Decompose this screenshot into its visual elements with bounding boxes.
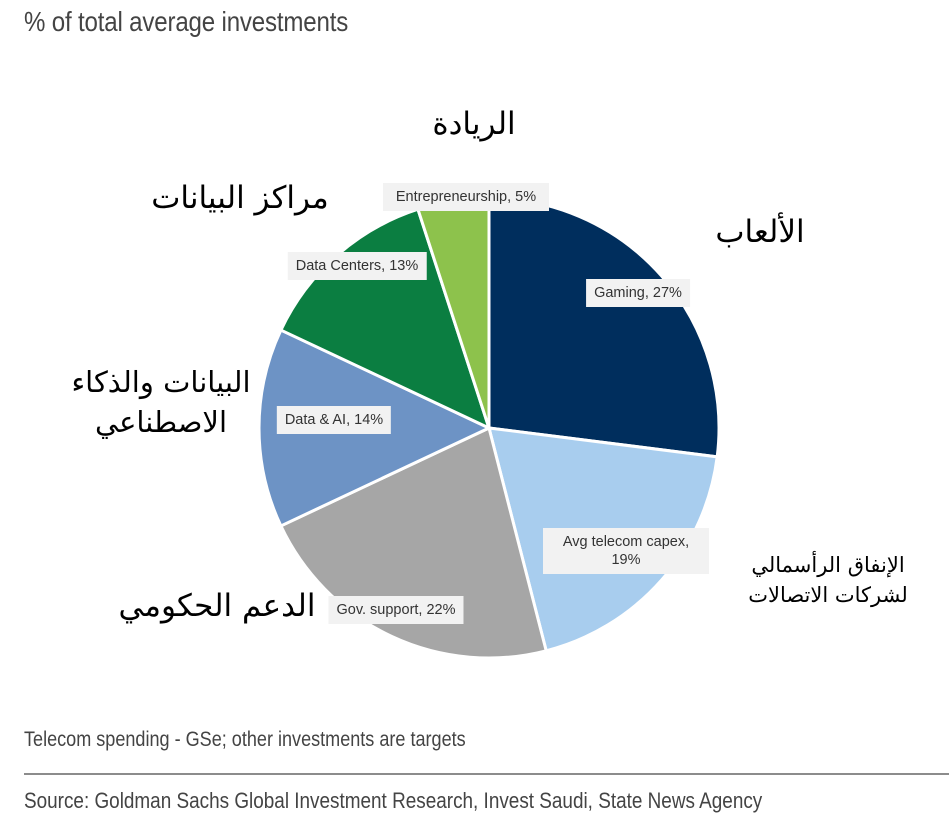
chart-subtitle: % of total average investments — [24, 6, 349, 37]
arabic-label-gaming: الألعاب — [715, 214, 805, 250]
arabic-label-gov-support: الدعم الحكومي — [118, 588, 316, 624]
slice-label-gaming: Gaming, 27% — [586, 279, 690, 307]
pie-slice-gaming — [487, 196, 721, 459]
arabic-label-entrepreneurship: الريادة — [432, 106, 516, 142]
slice-label-gov-support: Gov. support, 22% — [328, 596, 464, 624]
slice-label-telecom-capex: Avg telecom capex, 19% — [543, 528, 709, 574]
divider — [24, 773, 949, 775]
arabic-label-data-ai: البيانات والذكاء الاصطناعي — [71, 365, 251, 439]
arabic-label-data-centers: مراكز البيانات — [151, 180, 329, 216]
slice-label-data-centers: Data Centers, 13% — [287, 252, 427, 280]
chart-note: Telecom spending - GSe; other investment… — [24, 728, 466, 751]
source-line: Source: Goldman Sachs Global Investment … — [24, 788, 763, 813]
slice-label-data-ai: Data & AI, 14% — [276, 406, 392, 434]
slice-label-entrepreneurship: Entrepreneurship, 5% — [383, 183, 549, 211]
arabic-label-telecom-capex: الإنفاق الرأسمالي لشركات الاتصالات — [748, 553, 908, 607]
